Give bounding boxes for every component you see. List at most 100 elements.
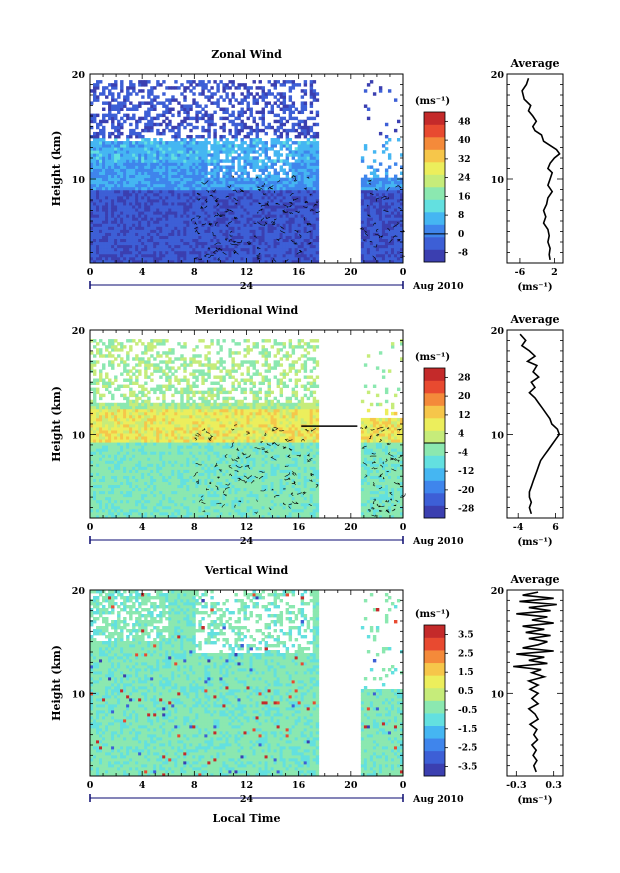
heatmap-cell (90, 360, 94, 364)
heatmap-cell (111, 475, 115, 479)
heatmap-cell (300, 141, 305, 145)
heatmap-cell (180, 198, 184, 203)
heatmap-cell (102, 378, 106, 382)
heatmap-cell (246, 174, 250, 179)
heatmap-cell (273, 235, 277, 240)
heatmap-cell (159, 159, 163, 163)
heatmap-cell (186, 177, 190, 182)
heatmap-cell (93, 496, 97, 501)
heatmap-cell (207, 177, 211, 182)
heatmap-cell (309, 186, 314, 191)
heatmap-cell (369, 183, 374, 188)
heatmap-cell (300, 177, 305, 182)
heatmap-cell (156, 250, 160, 255)
heatmap-cell (93, 393, 97, 398)
heatmap-cell (291, 165, 296, 169)
heatmap-cell (267, 165, 271, 169)
heatmap-cell (279, 256, 284, 261)
heatmap-cell (225, 171, 229, 175)
heatmap-cell (276, 192, 281, 197)
heatmap-cell (174, 238, 178, 243)
heatmap-cell (261, 162, 265, 166)
heatmap-cell (150, 192, 154, 197)
heatmap-cell (186, 247, 190, 252)
heatmap-cell (123, 98, 127, 102)
heatmap-cell (105, 244, 109, 249)
heatmap-cell (267, 189, 271, 194)
heatmap-cell (192, 241, 196, 246)
heatmap-cell (144, 195, 148, 200)
heatmap-cell (231, 247, 235, 252)
heatmap-cell (156, 113, 160, 118)
heatmap-cell (108, 113, 112, 118)
heatmap-cell (210, 217, 214, 221)
heatmap-cell (189, 244, 193, 249)
heatmap-cell (174, 214, 178, 218)
heatmap-cell (102, 505, 106, 510)
heatmap-cell (180, 177, 184, 182)
heatmap-cell (225, 186, 229, 191)
heatmap-cell (387, 250, 392, 255)
heatmap-cell (231, 83, 235, 87)
heatmap-cell (114, 439, 118, 443)
heatmap-cell (288, 89, 293, 93)
heatmap-cell (297, 195, 302, 200)
heatmap-cell (105, 168, 109, 172)
heatmap-cell (120, 508, 124, 513)
heatmap-cell (90, 165, 94, 169)
heatmap-cell (288, 107, 293, 111)
heatmap-cell (165, 250, 169, 255)
heatmap-cell (153, 98, 157, 102)
heatmap-cell (138, 247, 142, 252)
heatmap-cell (297, 122, 302, 127)
heatmap-cell (189, 107, 193, 111)
heatmap-cell (189, 229, 193, 233)
heatmap-cell (165, 156, 169, 160)
heatmap-cell (168, 211, 172, 215)
heatmap-cell (225, 244, 229, 249)
heatmap-cell (198, 189, 202, 194)
heatmap-cell (384, 220, 389, 224)
heatmap-cell (183, 138, 187, 142)
heatmap-cell (126, 195, 130, 200)
heatmap-cell (141, 153, 145, 157)
heatmap-cell (222, 183, 226, 188)
heatmap-cell (102, 198, 106, 203)
heatmap-cell (93, 144, 97, 148)
heatmap-cell (156, 186, 160, 191)
contour-segment (227, 221, 232, 225)
heatmap-cell (105, 238, 109, 243)
heatmap-cell (108, 235, 112, 240)
heatmap-cell (168, 153, 172, 157)
heatmap-cell (393, 250, 398, 255)
heatmap-cell (120, 502, 124, 507)
heatmap-cell (93, 360, 97, 364)
heatmap-cell (270, 232, 274, 236)
heatmap-cell (126, 244, 130, 249)
heatmap-cell (102, 414, 106, 419)
heatmap-cell (189, 189, 193, 194)
heatmap-cell (390, 217, 395, 221)
heatmap-cell (246, 104, 250, 108)
heatmap-cell (135, 223, 139, 227)
heatmap-cell (99, 195, 103, 200)
heatmap-cell (177, 86, 181, 90)
heatmap-cell (294, 168, 299, 172)
heatmap-cell (114, 247, 118, 252)
heatmap-cell (192, 101, 196, 105)
heatmap-cell (309, 195, 314, 200)
heatmap-cell (141, 235, 145, 240)
heatmap-cell (141, 223, 145, 227)
heatmap-cell (99, 156, 103, 160)
heatmap-cell (273, 229, 277, 233)
heatmap-cell (189, 168, 193, 172)
heatmap-cell (102, 229, 106, 233)
heatmap-cell (315, 192, 320, 197)
heatmap-cell (162, 229, 166, 233)
contour-segment (229, 230, 233, 233)
heatmap-cell (147, 198, 151, 203)
heatmap-cell (117, 478, 121, 483)
heatmap-cell (177, 134, 181, 139)
heatmap-cell (177, 153, 181, 157)
heatmap-cell (306, 116, 311, 121)
